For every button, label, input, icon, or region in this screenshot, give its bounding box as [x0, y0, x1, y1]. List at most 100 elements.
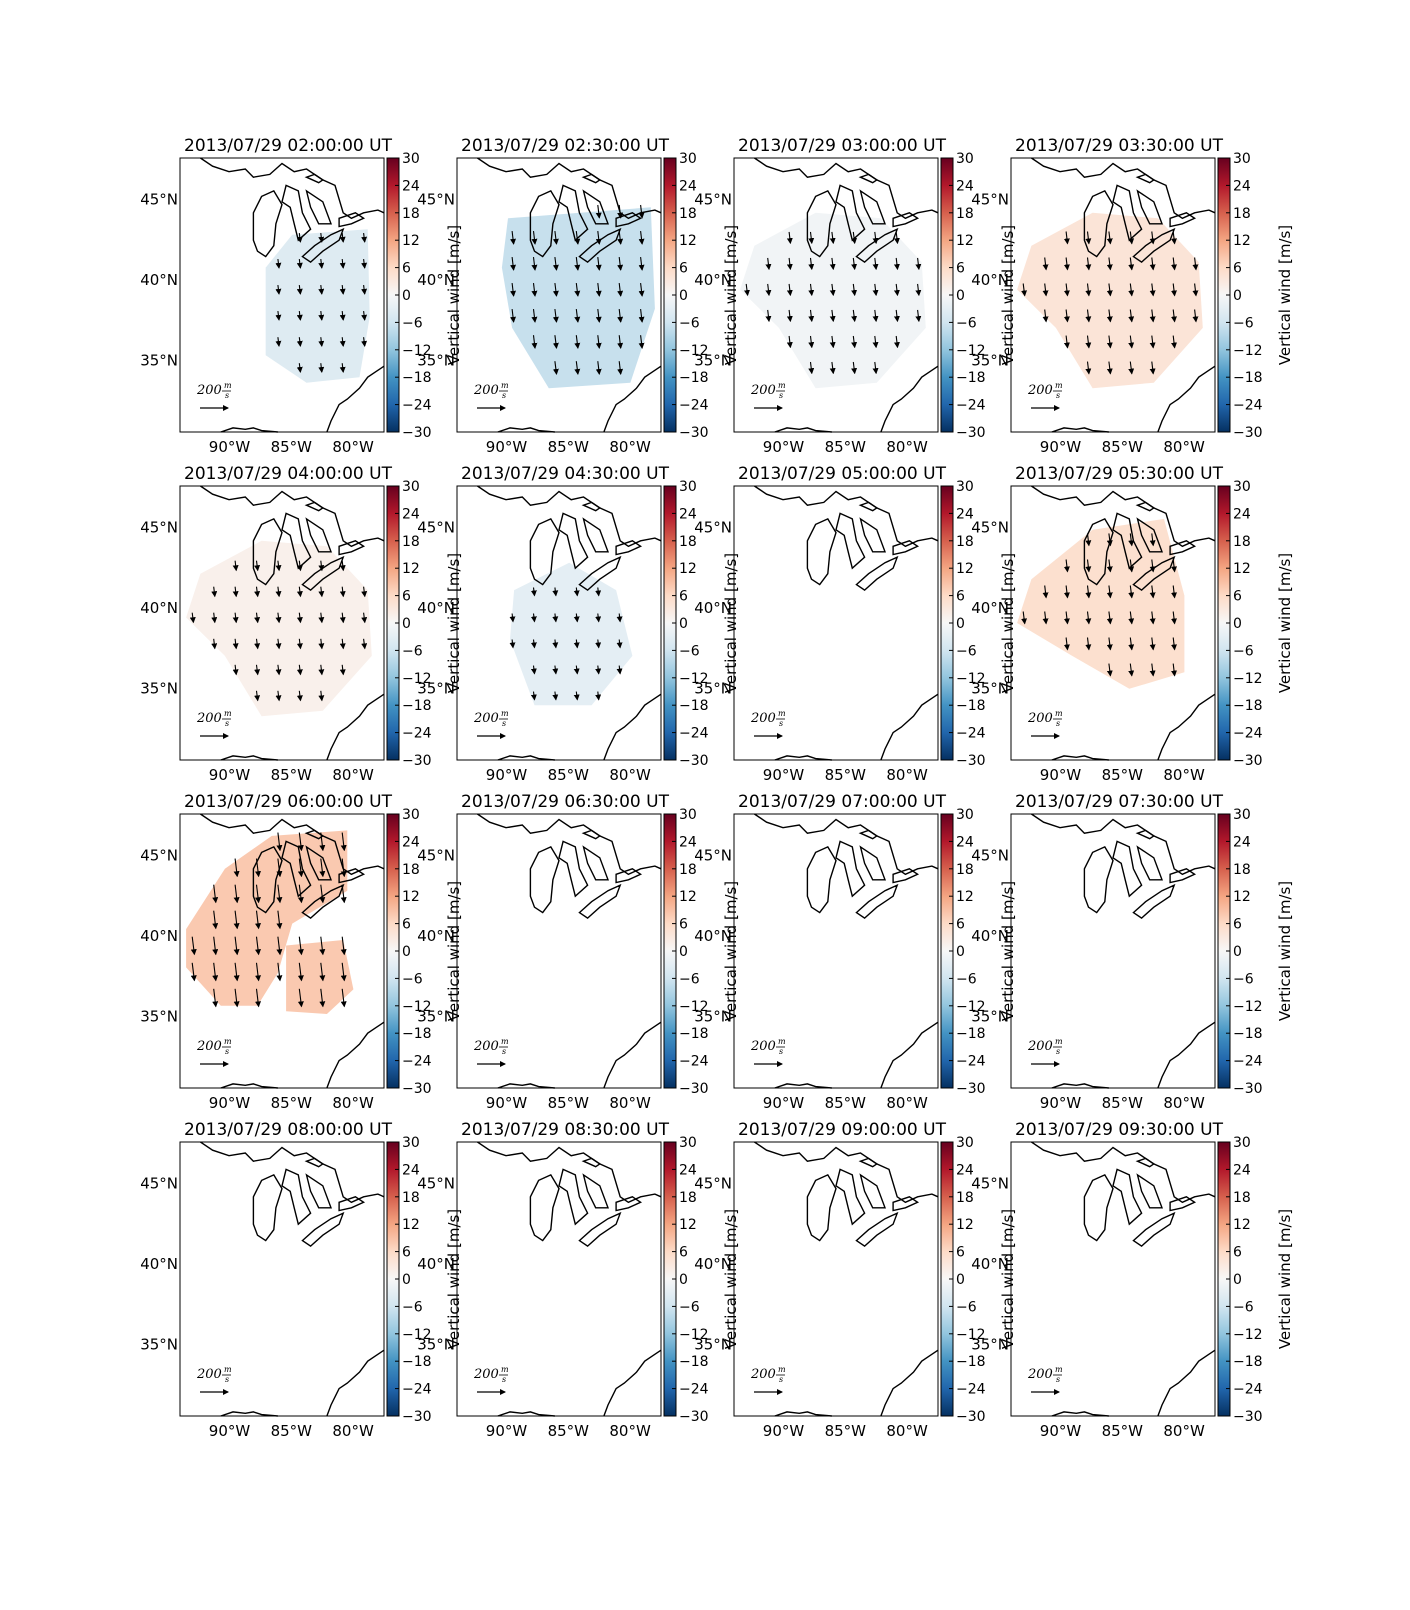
wind-vector: [189, 612, 196, 624]
coastline: [220, 1083, 278, 1089]
coastline: [806, 846, 837, 914]
wind-vector: [1128, 585, 1135, 599]
longitude-label: 85°W: [271, 438, 313, 456]
colorbar-tick-label: −24: [402, 1382, 432, 1398]
wind-vector: [617, 361, 624, 375]
wind-vector: [574, 257, 581, 271]
coastline: [1031, 1141, 1216, 1204]
wind-vector: [1106, 231, 1113, 245]
wind-vector: [1063, 637, 1070, 651]
panel-title: 2013/07/29 08:30:00 UT: [461, 1120, 670, 1140]
map-frame: [179, 157, 385, 433]
wind-vector: [275, 311, 282, 321]
wind-vector: [296, 285, 303, 295]
map-frame: [1010, 157, 1216, 433]
wind-vector: [255, 988, 261, 1008]
wind-vector: [638, 231, 645, 245]
colorbar-tick-label: 24: [679, 178, 697, 194]
colorbar-tick-label: 30: [956, 479, 974, 495]
colorbar-tick-label: 6: [956, 917, 965, 933]
wind-vector: [1085, 283, 1092, 297]
coastline: [754, 813, 939, 876]
coastline: [338, 212, 366, 228]
latitude-label: 35°N: [971, 1008, 1009, 1026]
colorbar-tick-label: −6: [1233, 971, 1254, 987]
wind-vector: [297, 858, 304, 878]
colorbar-label: Vertical wind [m/s]: [999, 225, 1017, 365]
colorbar-tick-label: 30: [679, 151, 697, 167]
latitude-label: 40°N: [694, 1255, 732, 1273]
coastline: [855, 883, 899, 919]
wind-vector: [318, 664, 325, 676]
wind-vector: [339, 612, 346, 624]
wind-vector: [319, 858, 326, 878]
colorbar-tick-label: −6: [956, 971, 977, 987]
colorbar-tick-label: −24: [956, 398, 986, 414]
longitude-label: 90°W: [486, 438, 528, 456]
coastline: [806, 190, 837, 258]
wind-vector: [1192, 283, 1199, 297]
longitude-label: 85°W: [271, 1094, 313, 1112]
colorbar-tick-label: 6: [1233, 917, 1242, 933]
wind-vector: [1128, 637, 1135, 651]
wind-vector: [1171, 309, 1178, 323]
colorbar-tick-label: 12: [402, 889, 420, 905]
wind-vector: [765, 283, 772, 297]
wind-vector: [1149, 361, 1156, 375]
wind-vector: [595, 309, 602, 323]
colorbar-tick-label: −18: [679, 1354, 709, 1370]
wind-vector: [1021, 283, 1028, 297]
coastline: [855, 227, 899, 263]
wind-vector: [1042, 283, 1049, 297]
coastline: [1031, 813, 1216, 876]
longitude-label: 85°W: [825, 766, 867, 784]
latitude-label: 35°N: [417, 1336, 455, 1354]
colorbar-tick-label: −12: [956, 343, 986, 359]
coastline: [578, 227, 622, 263]
coastline: [1051, 1411, 1109, 1417]
coastline: [558, 840, 610, 898]
longitude-label: 90°W: [1040, 766, 1082, 784]
reference-unit-denominator: s: [1056, 391, 1060, 400]
coastline: [603, 693, 662, 761]
wind-vector: [552, 231, 559, 245]
map-panel: 2013/07/29 05:00:00 UT 45°N 40°N 35°N 90°W 85…: [694, 464, 1017, 784]
colorbar-tick-label: 0: [679, 1272, 688, 1288]
panel-title: 2013/07/29 03:00:00 UT: [738, 136, 947, 156]
coastline: [529, 190, 560, 258]
colorbar-tick-label: −6: [1233, 315, 1254, 331]
colorbar-tick-label: 24: [1233, 178, 1251, 194]
latitude-label: 35°N: [417, 352, 455, 370]
wind-vector: [595, 283, 602, 297]
colorbar-tick-label: 12: [679, 561, 697, 577]
colorbar-tick-label: −18: [402, 1354, 432, 1370]
longitude-label: 90°W: [763, 766, 805, 784]
wind-vector: [531, 257, 538, 271]
reference-unit-numerator: m: [224, 381, 232, 390]
latitude-label: 40°N: [417, 271, 455, 289]
wind-vector: [872, 361, 879, 375]
wind-vector: [212, 936, 219, 956]
wind-vector: [574, 309, 581, 323]
colorbar-label: Vertical wind [m/s]: [445, 553, 463, 693]
wind-vector: [808, 361, 815, 375]
wind-vector: [1149, 257, 1156, 271]
reference-unit-denominator: s: [1056, 1047, 1060, 1056]
reference-value: 200: [1027, 383, 1053, 398]
coastline: [1157, 693, 1216, 761]
coastline: [835, 1168, 887, 1226]
map-frame: [456, 157, 662, 433]
wind-vector: [1063, 559, 1070, 573]
map-frame: [733, 157, 939, 433]
wind-vector: [1171, 231, 1178, 245]
wind-vector: [915, 283, 922, 297]
wind-vector: [786, 335, 793, 349]
coastline: [220, 427, 278, 433]
colorbar-tick-label: −6: [679, 971, 700, 987]
wind-vector: [893, 231, 900, 245]
longitude-label: 80°W: [609, 1094, 651, 1112]
latitude-label: 45°N: [694, 846, 732, 864]
colorbar-label: Vertical wind [m/s]: [1276, 881, 1294, 1021]
colorbar-tick-label: 30: [402, 807, 420, 823]
coastline: [326, 365, 385, 433]
